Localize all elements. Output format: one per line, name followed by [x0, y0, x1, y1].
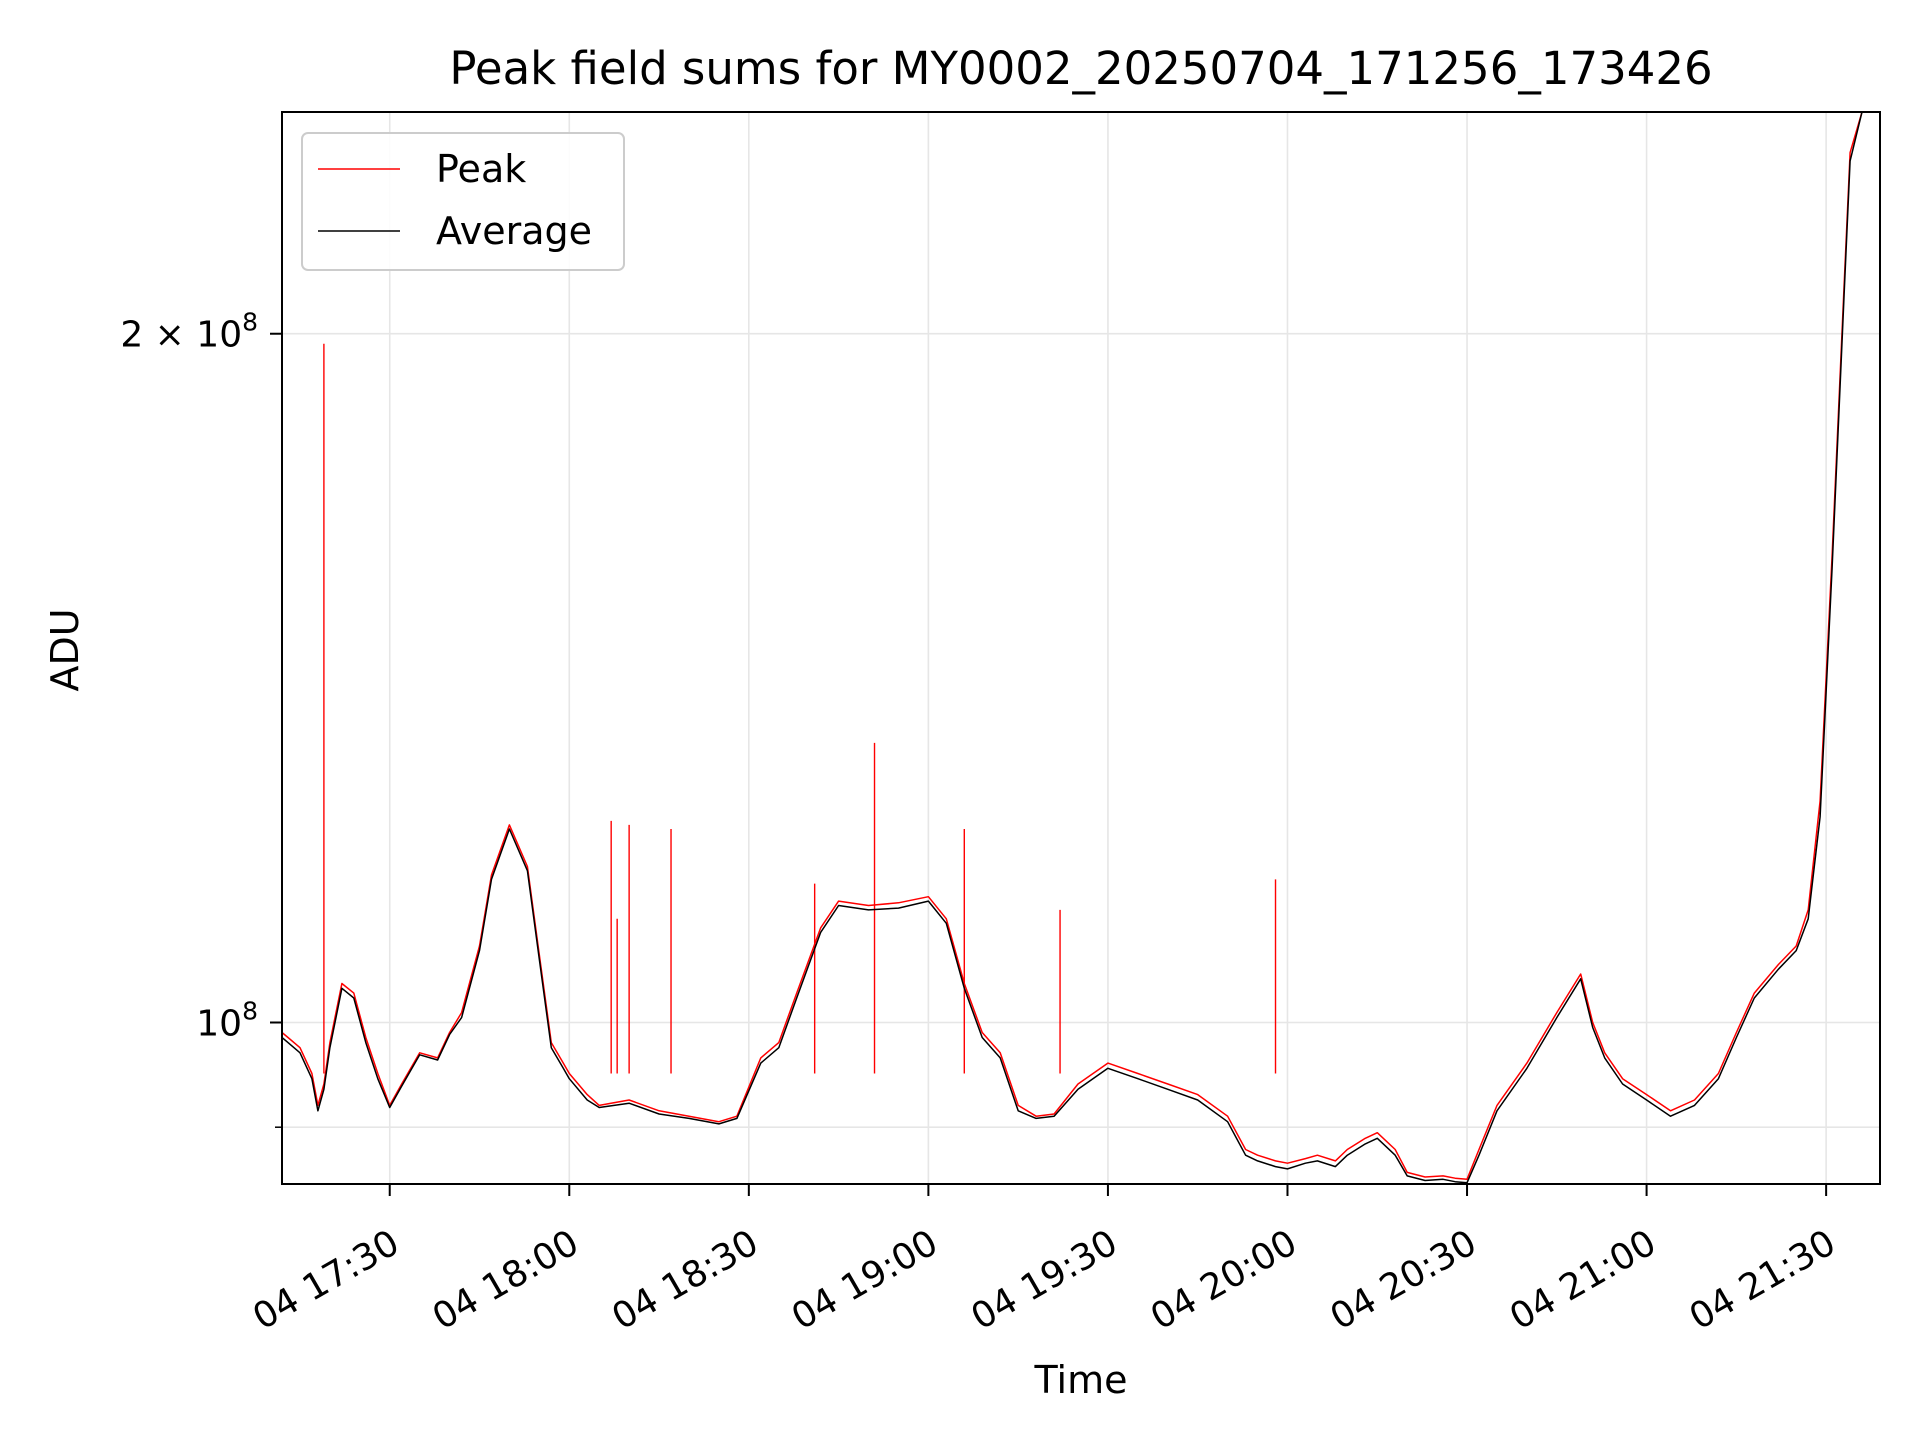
y-tick-exponent: 8 — [242, 308, 258, 337]
series-layer — [282, 112, 1880, 1184]
chart-title: Peak field sums for MY0002_20250704_1712… — [449, 42, 1712, 95]
y-tick-label: 108 — [196, 997, 258, 1045]
y-tick-label: 2 × 108 — [120, 308, 258, 356]
y-axis-label: ADU — [43, 608, 87, 691]
legend-label-peak: Peak — [436, 147, 526, 191]
y-tick-mantissa: 2 × 10 — [120, 315, 242, 356]
series-line-average — [282, 112, 1880, 1184]
series-line-peak — [282, 112, 1880, 1181]
y-tick-exponent: 8 — [242, 997, 258, 1026]
legend-frame — [301, 132, 625, 271]
legend-label-average: Average — [436, 209, 592, 253]
x-axis-label: Time — [1034, 1358, 1128, 1402]
plot-frame — [281, 111, 1881, 1185]
y-tick-mantissa: 10 — [196, 1004, 242, 1045]
legend: Peak Average — [301, 132, 625, 271]
